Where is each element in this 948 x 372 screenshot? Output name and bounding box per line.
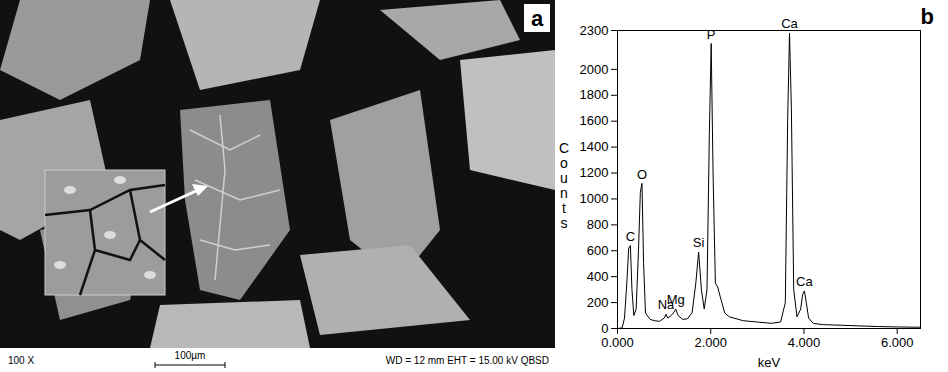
svg-text:P: P (707, 27, 716, 42)
svg-text:Ca: Ca (781, 16, 798, 31)
svg-text:keV: keV (758, 355, 781, 370)
svg-text:4.000: 4.000 (788, 335, 821, 350)
svg-text:6.000: 6.000 (881, 335, 914, 350)
svg-text:1200: 1200 (580, 165, 609, 180)
html-text:o: o (560, 155, 568, 171)
svg-text:Si: Si (693, 235, 705, 250)
svg-text:1600: 1600 (580, 113, 609, 128)
svg-text:400: 400 (587, 269, 609, 284)
svg-text:600: 600 (587, 243, 609, 258)
svg-text:0: 0 (601, 321, 608, 336)
svg-text:800: 800 (587, 217, 609, 232)
svg-text:O: O (637, 167, 647, 182)
svg-text:2300: 2300 (580, 23, 609, 38)
html-text:b: b (920, 4, 934, 29)
svg-text:Ca: Ca (796, 274, 813, 289)
svg-text:Mg: Mg (667, 292, 685, 307)
svg-text:1000: 1000 (580, 191, 609, 206)
svg-text:100µm: 100µm (175, 350, 206, 361)
svg-text:0.000: 0.000 (601, 335, 634, 350)
html-text:u: u (560, 170, 568, 186)
svg-text:a: a (531, 6, 544, 31)
svg-text:100 X: 100 X (8, 355, 34, 366)
svg-text:2000: 2000 (580, 62, 609, 77)
svg-text:1800: 1800 (580, 87, 609, 102)
html-text:C: C (558, 140, 570, 156)
svg-text:C: C (626, 229, 635, 244)
html-text:s: s (560, 215, 568, 231)
html-text:n: n (560, 185, 568, 201)
svg-text:200: 200 (587, 295, 609, 310)
svg-text:1400: 1400 (580, 139, 609, 154)
svg-text:2.000: 2.000 (694, 335, 727, 350)
svg-text:WD = 12 mm EHT = 15.00 kV QBSD: WD = 12 mm EHT = 15.00 kV QBSD (386, 355, 549, 366)
html-text:t: t (562, 200, 566, 216)
